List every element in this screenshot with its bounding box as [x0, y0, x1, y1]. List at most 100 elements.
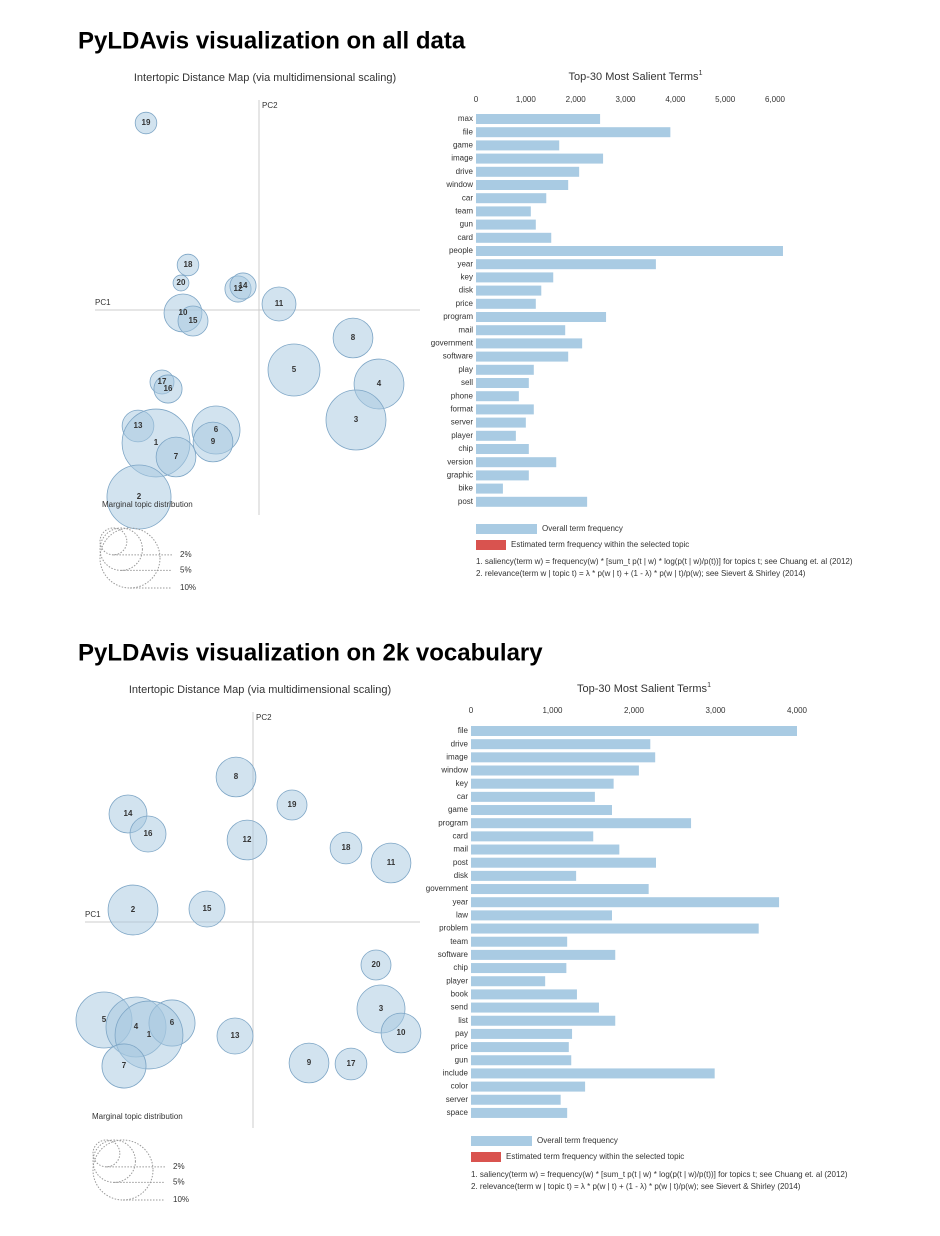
topic-bubble [188, 890, 226, 928]
topic-label: 3 [354, 415, 359, 424]
term-label: car [457, 792, 468, 801]
map-title: Intertopic Distance Map (via multidimens… [134, 72, 396, 84]
size-legend-label: 5% [173, 1178, 185, 1187]
bar [471, 884, 649, 895]
term-label: server [446, 1095, 469, 1104]
term-label: send [451, 1003, 468, 1012]
bar [471, 936, 568, 947]
legend-label: Overall term frequency [537, 1136, 618, 1145]
x-tick-label: 2,000 [624, 706, 645, 715]
topic-label: 12 [243, 835, 252, 844]
term-label: card [457, 233, 473, 242]
topic-label: 6 [214, 425, 219, 434]
term-label: team [455, 207, 473, 216]
topic-label: 11 [275, 299, 284, 308]
topic-label: 9 [211, 437, 216, 446]
bar [471, 805, 612, 816]
topic-label: 7 [122, 1061, 127, 1070]
term-label: gun [460, 220, 473, 229]
size-legend-title: Marginal topic distribution [102, 500, 193, 509]
x-tick-label: 6,000 [765, 95, 786, 104]
term-label: book [451, 990, 469, 999]
term-label: bike [458, 484, 473, 493]
topic-label: 1 [147, 1030, 152, 1039]
topic-label: 19 [288, 800, 297, 809]
bar [476, 351, 569, 362]
bar [476, 180, 569, 190]
topic-bubble [229, 272, 257, 300]
legend-label: Overall term frequency [542, 524, 623, 533]
topic-bubble [325, 389, 387, 451]
topic-label: 18 [184, 260, 193, 269]
heading: PyLDAvis visualization on all data [78, 27, 466, 54]
bar [476, 232, 552, 243]
term-label: version [447, 457, 473, 466]
footnote: 1. saliency(term w) = frequency(w) * [su… [476, 557, 853, 566]
size-legend-circle [92, 1139, 136, 1183]
topic-label: 5 [292, 365, 297, 374]
term-label: program [438, 818, 468, 827]
size-legend-circle [92, 1139, 154, 1201]
bar [476, 285, 542, 296]
term-label: pay [455, 1029, 468, 1038]
bar [476, 417, 526, 428]
term-label: software [443, 352, 474, 361]
term-label: disk [459, 286, 474, 295]
term-label: year [457, 259, 473, 268]
term-label: gun [455, 1055, 468, 1064]
bar [476, 206, 531, 217]
x-tick-label: 3,000 [705, 706, 726, 715]
bar [471, 989, 577, 1000]
topic-bubble [267, 343, 321, 397]
term-label: law [456, 910, 468, 919]
footnote: 1. saliency(term w) = frequency(w) * [su… [471, 1170, 848, 1179]
topic-label: 11 [387, 858, 396, 867]
bar [476, 338, 583, 349]
topic-label: 8 [351, 333, 356, 342]
bar [471, 1081, 586, 1092]
x-tick-label: 3,000 [615, 95, 636, 104]
term-label: game [453, 141, 474, 150]
topic-label: 3 [379, 1004, 384, 1013]
term-label: window [440, 766, 468, 775]
topic-bubble [380, 1012, 422, 1054]
topic-bubble [107, 884, 159, 936]
topic-label: 14 [124, 809, 133, 818]
bar [476, 364, 534, 375]
term-label: list [458, 1016, 469, 1025]
topic-label: 13 [134, 421, 143, 430]
topic-label: 6 [170, 1018, 175, 1027]
x-tick-label: 2,000 [566, 95, 587, 104]
topic-bubble [101, 1043, 147, 1089]
legend-swatch [471, 1136, 532, 1146]
bar [471, 1015, 616, 1026]
bar [476, 444, 529, 454]
bar [476, 430, 516, 441]
bar [471, 752, 656, 763]
legend-swatch [471, 1152, 501, 1162]
bar [476, 470, 529, 481]
footnote: 2. relevance(term w | topic t) = λ * p(w… [476, 569, 806, 578]
bar [471, 765, 639, 776]
term-label: image [451, 154, 473, 163]
size-legend-circle [99, 527, 143, 571]
term-label: people [449, 246, 474, 255]
term-label: mail [453, 845, 468, 854]
size-legend-circle [99, 527, 161, 589]
topic-label: 5 [102, 1015, 107, 1024]
term-label: sell [461, 378, 473, 387]
bar [471, 726, 797, 736]
topic-bubble [192, 421, 234, 463]
term-label: problem [439, 924, 468, 933]
bar [471, 1107, 568, 1118]
term-label: government [426, 884, 469, 893]
size-legend-circle [99, 527, 128, 556]
bar [476, 457, 557, 468]
topic-label: 15 [203, 904, 212, 913]
bar [471, 870, 577, 881]
topic-label: 16 [144, 829, 153, 838]
x-tick-label: 0 [469, 706, 474, 715]
bar-title: Top-30 Most Salient Terms1 [577, 682, 711, 695]
term-label: post [458, 497, 474, 506]
term-label: file [463, 127, 474, 136]
